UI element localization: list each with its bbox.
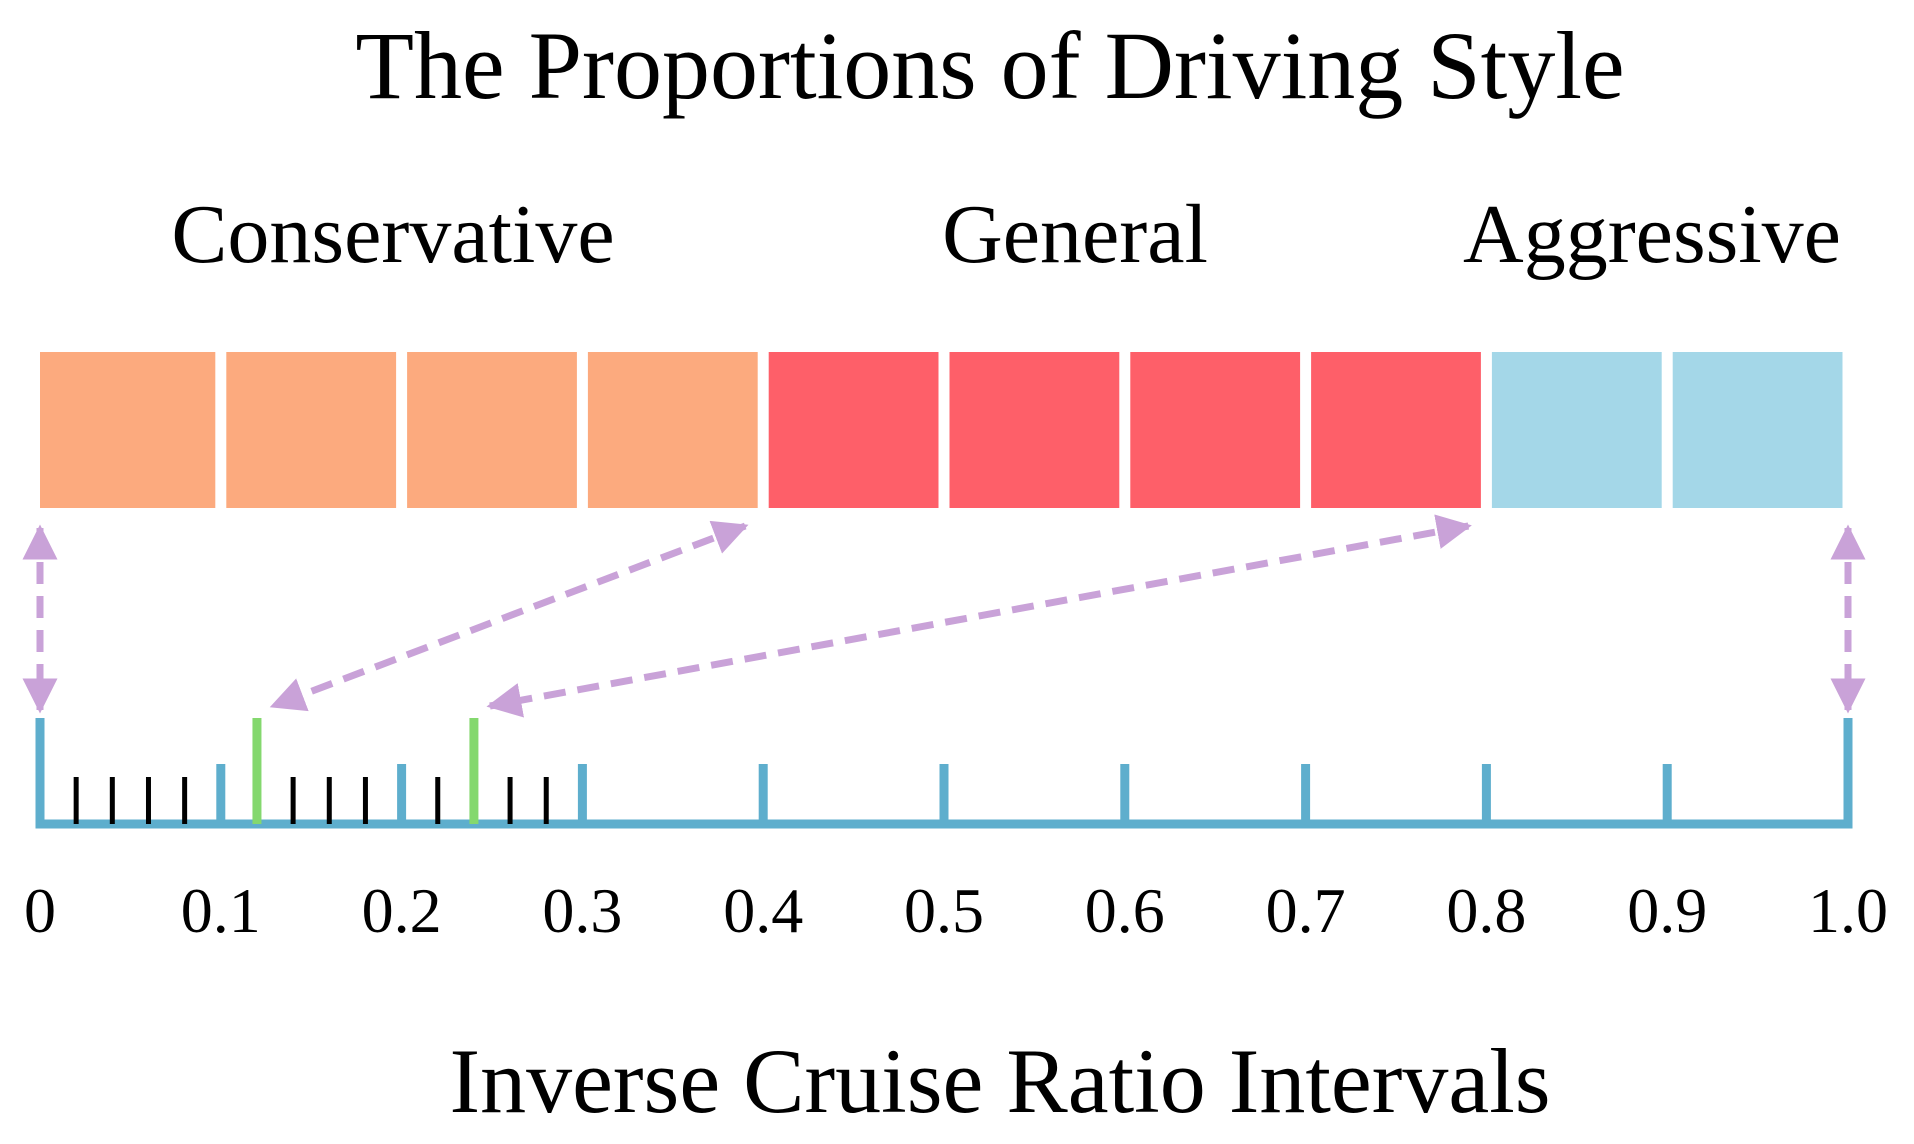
ratio-axis [35,718,1853,829]
tick-label: 0.4 [723,875,803,946]
tick-label: 0.5 [904,875,984,946]
tick-label: 1.0 [1808,875,1888,946]
tick-label: 0 [24,875,56,946]
block-general [1311,352,1481,508]
block-general [1130,352,1301,508]
block-conservative [587,352,758,508]
block-aggressive [1491,352,1662,508]
block-general [949,352,1120,508]
block-general [768,352,939,508]
block-conservative [407,352,577,508]
tick-label: 0.2 [362,875,442,946]
tick-label: 0.9 [1627,875,1707,946]
axis-title: Inverse Cruise Ratio Intervals [449,1030,1550,1132]
style-label-conservative: Conservative [171,188,614,281]
block-conservative [226,352,397,508]
diagram-title: The Proportions of Driving Style [355,12,1624,119]
axis-tick-labels: 0 0.1 0.2 0.3 0.4 0.5 0.6 0.7 0.8 0.9 1.0 [24,875,1888,946]
mapping-arrow [269,520,749,712]
block-aggressive [1672,352,1843,508]
style-proportion-bar [40,352,1843,508]
style-label-general: General [942,188,1208,281]
tick-label: 0.7 [1266,875,1346,946]
tick-label: 0.1 [181,875,261,946]
tick-label: 0.8 [1446,875,1526,946]
style-label-aggressive: Aggressive [1463,188,1841,281]
style-labels: Conservative General Aggressive [171,188,1841,281]
tick-label: 0.3 [542,875,622,946]
mapping-arrows [22,514,1866,718]
tick-label: 0.6 [1085,875,1165,946]
block-conservative [40,352,216,508]
mapping-arrow [486,514,1472,718]
